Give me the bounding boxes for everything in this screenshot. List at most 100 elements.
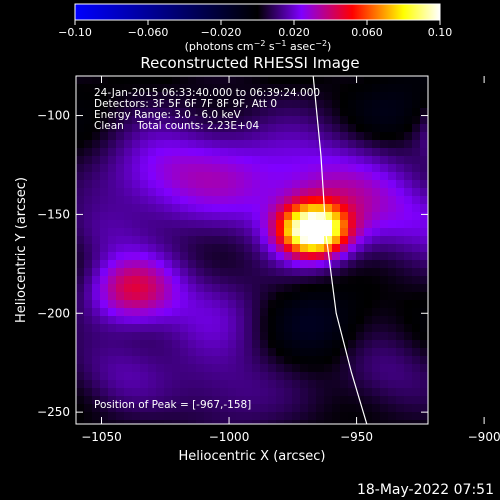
heatmap-cell xyxy=(84,84,93,93)
heatmap-cell xyxy=(332,212,341,221)
heatmap-cell xyxy=(196,212,205,221)
heatmap-cell xyxy=(396,332,405,341)
heatmap-cell xyxy=(300,356,309,365)
heatmap-cell xyxy=(340,284,349,293)
heatmap-cell xyxy=(76,140,85,149)
heatmap-cell xyxy=(84,180,93,189)
heatmap-cell xyxy=(188,100,197,109)
heatmap-cell xyxy=(252,276,261,285)
heatmap-cell xyxy=(332,164,341,173)
heatmap-cell xyxy=(228,276,237,285)
heatmap-cell xyxy=(372,236,381,245)
heatmap-cell xyxy=(108,204,117,213)
heatmap-cell xyxy=(292,148,301,157)
heatmap-cell xyxy=(204,92,213,101)
heatmap-cell xyxy=(116,316,125,325)
heatmap-cell xyxy=(340,220,349,229)
heatmap-cell xyxy=(420,228,428,237)
heatmap-cell xyxy=(388,220,397,229)
heatmap-cell xyxy=(244,92,253,101)
heatmap-cell xyxy=(340,76,349,85)
heatmap-cell xyxy=(204,100,213,109)
heatmap-cell xyxy=(108,396,117,405)
heatmap-cell xyxy=(308,292,317,301)
heatmap-cell xyxy=(372,164,381,173)
heatmap-cell xyxy=(268,420,277,424)
heatmap-cell xyxy=(284,212,293,221)
heatmap-cell xyxy=(180,228,189,237)
heatmap-cell xyxy=(132,188,141,197)
heatmap-cell xyxy=(148,300,157,309)
heatmap-cell xyxy=(308,332,317,341)
heatmap-cell xyxy=(236,156,245,165)
heatmap-cell xyxy=(332,244,341,253)
heatmap-cell xyxy=(420,292,428,301)
heatmap-cell xyxy=(172,252,181,261)
heatmap-cell xyxy=(260,332,269,341)
heatmap-cell xyxy=(420,188,428,197)
heatmap-cell xyxy=(260,260,269,269)
heatmap-cell xyxy=(100,348,109,357)
heatmap-cell xyxy=(220,404,229,413)
heatmap-cell xyxy=(356,92,365,101)
heatmap-cell xyxy=(196,132,205,141)
heatmap-cell xyxy=(220,372,229,381)
heatmap-cell xyxy=(396,164,405,173)
heatmap-cell xyxy=(140,364,149,373)
heatmap-cell xyxy=(292,332,301,341)
heatmap-cell xyxy=(108,220,117,229)
heatmap-cell xyxy=(420,84,428,93)
heatmap-cell xyxy=(396,156,405,165)
heatmap-cell xyxy=(164,84,173,93)
heatmap-cell xyxy=(124,420,133,424)
heatmap-cell xyxy=(332,220,341,229)
heatmap-cell xyxy=(308,284,317,293)
heatmap-cell xyxy=(364,300,373,309)
heatmap-cell xyxy=(204,332,213,341)
heatmap-cell xyxy=(404,84,413,93)
heatmap-cell xyxy=(212,132,221,141)
heatmap-cell xyxy=(364,196,373,205)
heatmap-cell xyxy=(124,236,133,245)
heatmap-cell xyxy=(76,356,85,365)
heatmap-cell xyxy=(388,412,397,421)
heatmap-cell xyxy=(108,108,117,117)
heatmap-cell xyxy=(340,404,349,413)
heatmap-cell xyxy=(188,404,197,413)
heatmap-cell xyxy=(164,316,173,325)
heatmap-cell xyxy=(284,412,293,421)
heatmap-cell xyxy=(324,340,333,349)
heatmap-cell xyxy=(420,372,428,381)
heatmap-cell xyxy=(276,220,285,229)
heatmap-cell xyxy=(92,116,101,125)
heatmap-cell xyxy=(132,324,141,333)
heatmap-cell xyxy=(372,332,381,341)
heatmap-cell xyxy=(348,284,357,293)
heatmap-cell xyxy=(268,404,277,413)
heatmap-cell xyxy=(324,284,333,293)
heatmap-cell xyxy=(364,108,373,117)
heatmap-cell xyxy=(164,380,173,389)
heatmap-cell xyxy=(380,76,389,85)
heatmap-cell xyxy=(92,156,101,165)
heatmap-cell xyxy=(316,132,325,141)
heatmap-cell xyxy=(316,124,325,133)
heatmap-cell xyxy=(292,124,301,133)
heatmap-cell xyxy=(348,92,357,101)
heatmap-cell xyxy=(420,180,428,189)
heatmap-cell xyxy=(196,236,205,245)
info-clean-counts: Clean Total counts: 2.23E+04 xyxy=(94,120,259,132)
heatmap-cell xyxy=(356,228,365,237)
heatmap-cell xyxy=(212,196,221,205)
heatmap-cell xyxy=(164,172,173,181)
heatmap-cell xyxy=(204,388,213,397)
heatmap-cell xyxy=(356,132,365,141)
heatmap-cell xyxy=(220,364,229,373)
heatmap-cell xyxy=(244,100,253,109)
heatmap-cell xyxy=(148,420,157,424)
heatmap-cell xyxy=(228,196,237,205)
heatmap-cell xyxy=(348,268,357,277)
heatmap-cell xyxy=(132,276,141,285)
heatmap-cell xyxy=(84,340,93,349)
